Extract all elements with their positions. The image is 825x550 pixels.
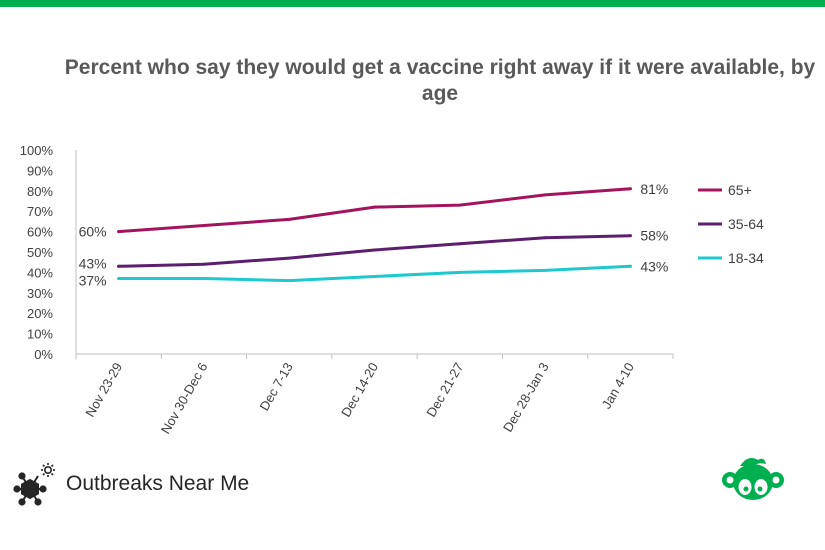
x-tick-label: Dec 7-13 bbox=[256, 360, 295, 413]
monkey-logo-icon bbox=[722, 458, 784, 500]
y-tick-label: 50% bbox=[27, 245, 53, 260]
data-point bbox=[543, 236, 547, 240]
data-point bbox=[287, 256, 291, 260]
x-tick-label: Nov 23-29 bbox=[82, 360, 125, 419]
data-point bbox=[373, 248, 376, 252]
data-point bbox=[287, 279, 291, 283]
data-point bbox=[202, 277, 206, 281]
x-tick-label: Jan 4-10 bbox=[599, 360, 637, 411]
legend-label: 18-34 bbox=[728, 250, 764, 266]
data-point bbox=[373, 205, 376, 209]
x-tick-label: Dec 21-27 bbox=[423, 360, 466, 419]
legend-label: 35-64 bbox=[728, 216, 764, 232]
y-tick-label: 60% bbox=[27, 225, 53, 240]
data-point bbox=[202, 223, 206, 227]
data-point bbox=[628, 187, 632, 191]
data-point bbox=[117, 230, 121, 234]
data-point bbox=[117, 264, 121, 268]
data-point bbox=[373, 274, 376, 278]
x-tick-label: Dec 14-20 bbox=[338, 360, 381, 419]
y-tick-label: 100% bbox=[20, 143, 54, 158]
data-point bbox=[458, 242, 462, 246]
virus-molecule-icon bbox=[13, 463, 55, 506]
y-tick-label: 0% bbox=[34, 347, 53, 362]
series-line-65+ bbox=[117, 187, 632, 234]
data-label-end: 58% bbox=[640, 228, 668, 244]
data-point bbox=[117, 277, 121, 281]
data-point bbox=[628, 234, 632, 238]
line-chart: 0% 10% 20% 30% 40% 50% 60% 70% 80% 90% 100% Nov 23-… bbox=[20, 143, 764, 436]
brand-name: Outbreaks Near Me bbox=[66, 472, 250, 495]
data-label-start: 37% bbox=[79, 273, 107, 289]
data-point bbox=[458, 203, 462, 207]
data-point bbox=[202, 262, 206, 266]
data-point bbox=[287, 217, 291, 221]
data-point bbox=[543, 268, 547, 272]
y-tick-label: 70% bbox=[27, 204, 53, 219]
top-accent-bar bbox=[0, 0, 825, 7]
data-label-end: 81% bbox=[640, 181, 668, 197]
data-point bbox=[543, 193, 547, 197]
legend-label: 65+ bbox=[728, 182, 752, 198]
data-label-start: 43% bbox=[79, 255, 107, 271]
series-line-18-34 bbox=[117, 264, 632, 283]
y-tick-label: 80% bbox=[27, 184, 53, 199]
y-tick-label: 20% bbox=[27, 306, 53, 321]
chart-title: Percent who say they would get a vaccine… bbox=[64, 56, 816, 105]
data-point bbox=[628, 264, 632, 268]
y-tick-label: 30% bbox=[27, 286, 53, 301]
x-tick-label: Dec 28-Jan 3 bbox=[500, 360, 552, 434]
y-tick-label: 90% bbox=[27, 163, 53, 178]
brand-logo: Outbreaks Near Me bbox=[12, 462, 249, 506]
data-point bbox=[458, 270, 462, 274]
data-label-end: 43% bbox=[640, 258, 668, 274]
y-tick-label: 40% bbox=[27, 265, 53, 280]
data-label-start: 60% bbox=[79, 224, 107, 240]
x-tick-label: Nov 30-Dec 6 bbox=[158, 360, 211, 436]
y-tick-label: 10% bbox=[27, 327, 53, 342]
